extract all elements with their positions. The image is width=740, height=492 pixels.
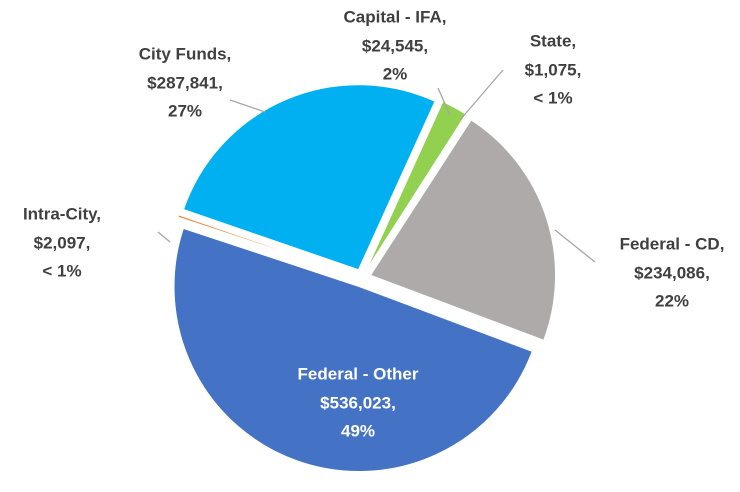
pie-slice [182,84,436,271]
slice-label-value: $234,086, [634,263,710,282]
pie-slice [366,113,469,271]
pie-slice [173,227,533,472]
slice-label-percent: 2% [383,64,408,83]
leader-line [459,69,504,121]
slice-label-percent: 27% [168,101,202,120]
slice-label-value: $536,023, [320,393,396,412]
pie-slice [177,214,354,276]
slice-label-name: State, [530,31,576,50]
leader-line [554,229,596,263]
slice-label-percent: < 1% [42,261,81,280]
leader-line [437,87,451,116]
slice-label-percent: < 1% [533,88,572,107]
slice-label-value: $24,545, [362,36,428,55]
slice-label-percent: 22% [655,291,689,310]
slice-label-name: Capital - IFA, [344,7,447,26]
slice-label-name: Federal - CD, [620,234,725,253]
leader-line [229,99,266,113]
slice-label-name: Federal - Other [298,364,419,383]
slice-label-name: City Funds, [139,44,232,63]
pie-slice [365,101,467,271]
slice-label-percent: 49% [341,421,375,440]
slice-label-value: $2,097, [34,233,91,252]
slice-label-name: Intra-City, [23,204,101,223]
pie-slice [369,119,557,341]
slice-label-value: $1,075, [525,60,582,79]
leader-line [157,231,171,243]
slice-label-value: $287,841, [147,73,223,92]
